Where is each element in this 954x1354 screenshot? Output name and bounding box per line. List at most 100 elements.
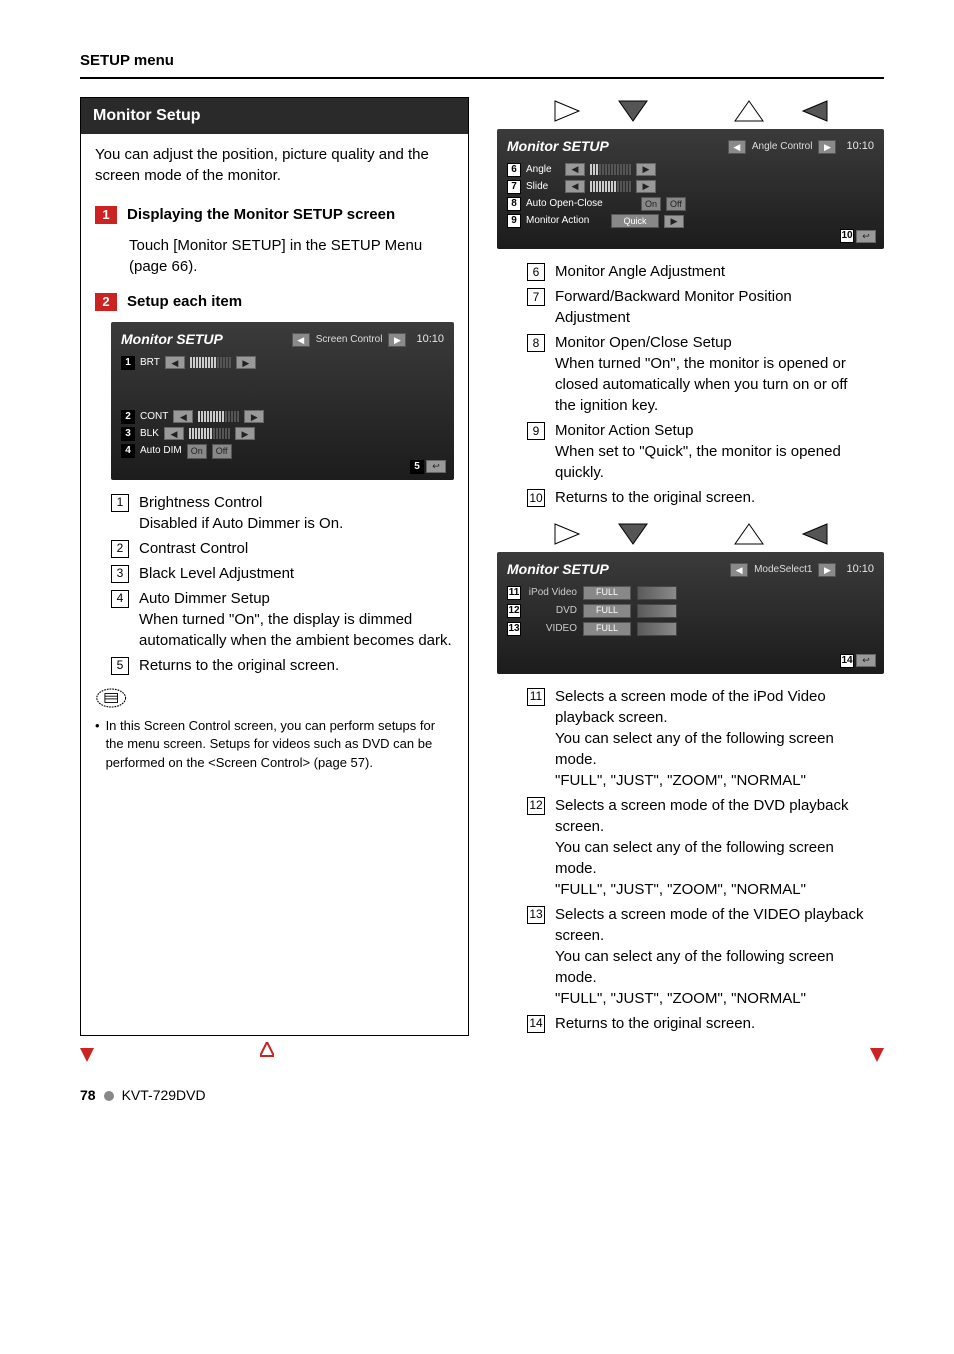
callout-4-text: Auto Dimmer Setup — [139, 590, 270, 607]
autodim-on: On — [187, 444, 207, 459]
callout-5-text: Returns to the original screen. — [139, 655, 454, 676]
angle-inc-icon: ▶ — [636, 163, 656, 176]
next-tab-icon: ▶ — [388, 333, 406, 347]
callout-6-text: Monitor Angle Adjustment — [555, 261, 870, 282]
callout-4: 4 — [111, 590, 129, 608]
callout-8: 8 — [527, 334, 545, 352]
section-title: Monitor Setup — [81, 98, 468, 134]
callout-13-sub: You can select any of the following scre… — [555, 948, 834, 986]
prev-tab-icon-2: ◀ — [728, 140, 746, 154]
callout-5: 5 — [111, 657, 129, 675]
callout-11-marker: 11 — [507, 586, 521, 600]
callout-7-marker: 7 — [507, 180, 521, 194]
callout-9-marker: 9 — [507, 214, 521, 228]
angle-slider — [590, 164, 631, 175]
callout-1-marker: 1 — [121, 356, 135, 370]
blk-label: BLK — [140, 427, 159, 441]
brt-inc-icon: ▶ — [236, 356, 256, 369]
return-icon: ↩ — [426, 460, 446, 473]
angle-dec-icon: ◀ — [565, 163, 585, 176]
autodim-label: Auto DIM — [140, 444, 182, 458]
step-1-heading: 1 Displaying the Monitor SETUP screen — [81, 200, 468, 229]
callout-11-text: Selects a screen mode of the iPod Video … — [555, 688, 826, 726]
screenshot-mode-select: Monitor SETUP ◀ ModeSelect1 ▶ 10:10 11 i… — [497, 552, 884, 674]
ss2-mode: Angle Control — [752, 140, 813, 154]
callout-13: 13 — [527, 906, 545, 924]
callout-9: 9 — [527, 422, 545, 440]
nav-arrows-mid — [497, 520, 884, 548]
continue-arrow-left — [80, 1042, 94, 1062]
callout-8-text: Monitor Open/Close Setup — [555, 334, 732, 351]
callout-2-marker: 2 — [121, 410, 135, 424]
callout-14: 14 — [527, 1015, 545, 1033]
callout-13-marker: 13 — [507, 622, 521, 636]
auto-open-label: Auto Open-Close — [526, 197, 636, 211]
callout-5-marker: 5 — [410, 460, 424, 474]
ipod-label: iPod Video — [527, 586, 577, 600]
callout-3-text: Black Level Adjustment — [139, 563, 454, 584]
ss3-time: 10:10 — [846, 562, 874, 577]
callout-12-sub: You can select any of the following scre… — [555, 839, 834, 877]
header-rule — [80, 77, 884, 79]
callout-3: 3 — [111, 565, 129, 583]
screenshot-angle-control: Monitor SETUP ◀ Angle Control ▶ 10:10 6 … — [497, 129, 884, 249]
step-2-title: Setup each item — [127, 291, 242, 312]
callout-14-marker: 14 — [840, 654, 854, 668]
callout-6: 6 — [527, 263, 545, 281]
prev-tab-icon: ◀ — [292, 333, 310, 347]
monitor-action-next-icon: ▶ — [664, 215, 684, 228]
brt-dec-icon: ◀ — [165, 356, 185, 369]
slide-label: Slide — [526, 180, 560, 194]
callout-6-marker: 6 — [507, 163, 521, 177]
next-tab-icon-3: ▶ — [818, 563, 836, 577]
cont-slider — [198, 411, 239, 422]
step-1-body: Touch [Monitor SETUP] in the SETUP Menu … — [81, 229, 468, 287]
callout-7-text: Forward/Backward Monitor Position Adjust… — [555, 286, 870, 328]
callout-9-sub: When set to "Quick", the monitor is open… — [555, 443, 841, 481]
callout-2: 2 — [111, 540, 129, 558]
step-1-title: Displaying the Monitor SETUP screen — [127, 204, 395, 225]
callout-3-marker: 3 — [121, 427, 135, 441]
callout-7: 7 — [527, 288, 545, 306]
callout-4-marker: 4 — [121, 444, 135, 458]
callout-13-modes: "FULL", "JUST", "ZOOM", "NORMAL" — [555, 990, 806, 1007]
callout-12: 12 — [527, 797, 545, 815]
ipod-preview — [637, 586, 677, 600]
slide-dec-icon: ◀ — [565, 180, 585, 193]
note-text: •In this Screen Control screen, you can … — [81, 715, 468, 774]
callout-1-text: Brightness Control — [139, 494, 262, 511]
step-1-num: 1 — [95, 206, 117, 224]
monitor-action-label: Monitor Action — [526, 214, 606, 228]
callout-10: 10 — [527, 489, 545, 507]
return-icon-2: ↩ — [856, 230, 876, 243]
brt-slider — [190, 357, 231, 368]
continue-arrow-center — [260, 1042, 274, 1062]
quick-button: Quick — [611, 214, 659, 228]
video-preview — [637, 622, 677, 636]
callout-10-marker: 10 — [840, 229, 854, 243]
footer-model: KVT-729DVD — [122, 1086, 206, 1106]
auto-open-off: Off — [666, 197, 686, 212]
continue-arrow-right — [870, 1042, 884, 1062]
callout-4-sub: When turned "On", the display is dimmed … — [139, 611, 452, 649]
page-footer: 78 KVT-729DVD — [80, 1086, 884, 1106]
ss1-time: 10:10 — [416, 332, 444, 347]
ipod-full-button: FULL — [583, 586, 631, 600]
ss1-title: Monitor SETUP — [121, 330, 223, 350]
right-column: Monitor SETUP ◀ Angle Control ▶ 10:10 6 … — [497, 97, 884, 1036]
ss1-mode: Screen Control — [316, 333, 383, 347]
left-column: Monitor Setup You can adjust the positio… — [80, 97, 469, 1036]
callout-14-text: Returns to the original screen. — [555, 1013, 870, 1034]
slide-inc-icon: ▶ — [636, 180, 656, 193]
cont-inc-icon: ▶ — [244, 410, 264, 423]
blk-inc-icon: ▶ — [235, 427, 255, 440]
ss2-time: 10:10 — [846, 139, 874, 154]
ss2-title: Monitor SETUP — [507, 137, 609, 157]
step-2-heading: 2 Setup each item — [81, 287, 468, 316]
angle-label: Angle — [526, 163, 560, 177]
footer-dot-icon — [104, 1091, 114, 1101]
step-2-num: 2 — [95, 293, 117, 311]
blk-dec-icon: ◀ — [164, 427, 184, 440]
callout-8-sub: When turned "On", the monitor is opened … — [555, 355, 847, 414]
callout-8-marker: 8 — [507, 197, 521, 211]
